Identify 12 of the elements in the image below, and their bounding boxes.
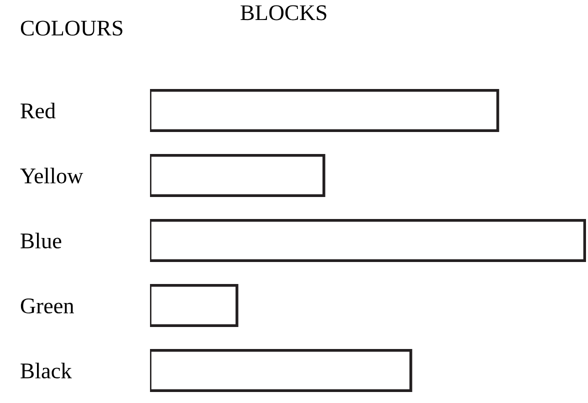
bar (150, 284, 238, 328)
y-tick-label: Black (20, 362, 72, 378)
y-axis-title: COLOURS (20, 20, 122, 36)
y-tick-label: Blue (20, 232, 62, 248)
x-axis-title: BLOCKS (240, 5, 326, 20)
y-tick-label: Red (20, 102, 56, 118)
bar (150, 218, 586, 262)
bar (150, 88, 500, 132)
y-tick-label: Green (20, 298, 74, 314)
bar (150, 154, 326, 198)
bar (150, 348, 412, 392)
y-tick-label: Yellow (20, 168, 84, 184)
